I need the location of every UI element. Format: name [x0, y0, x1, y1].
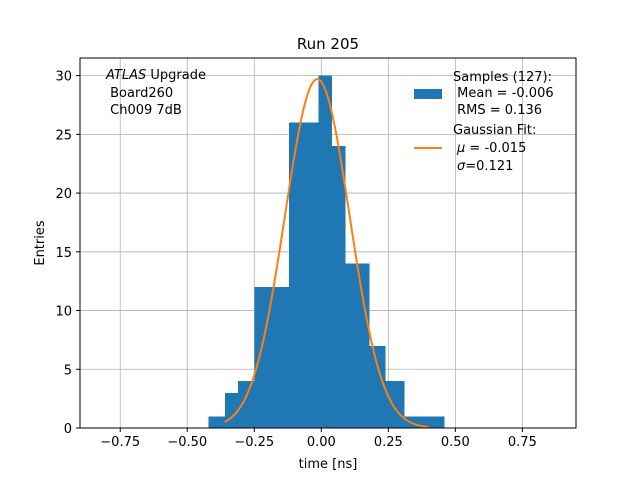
chart-title: Run 205 [297, 35, 359, 53]
x-tick-label: 0.25 [374, 435, 403, 450]
legend-fit-mu-symbol: μ [456, 141, 465, 156]
histogram-bar [238, 381, 255, 428]
x-axis-label: time [ns] [299, 457, 358, 472]
histogram-bar [361, 263, 370, 428]
histogram-bar [332, 146, 346, 428]
x-tick-label: 0.75 [508, 435, 537, 450]
legend-samples-mean: Mean = -0.006 [453, 86, 554, 101]
legend-fit-sigma-symbol: σ [457, 159, 466, 174]
x-tick-label: 0.00 [307, 435, 336, 450]
legend-samples-swatch [414, 89, 442, 99]
gaussian-fit-curve [224, 78, 429, 429]
y-tick-label: 25 [55, 128, 72, 143]
annotation-experiment-suffix: Upgrade [146, 68, 206, 83]
y-tick-label: 15 [55, 246, 72, 261]
legend-fit-sigma: σ=0.121 [457, 159, 513, 174]
histogram-bar [270, 287, 290, 428]
gaussian-fit [224, 78, 429, 429]
legend: Samples (127): Mean = -0.006 RMS = 0.136… [414, 70, 554, 174]
annotation-line2: Board260 [106, 86, 173, 101]
histogram-bars [208, 75, 445, 428]
y-tick-label: 30 [55, 70, 72, 85]
annotation-line1: ATLAS Upgrade [105, 68, 206, 83]
y-tick-label: 5 [64, 363, 72, 378]
y-tick-label: 10 [55, 305, 72, 320]
histogram-bar [385, 381, 405, 428]
histogram-bar [208, 416, 225, 428]
legend-samples-title: Samples (127): [453, 70, 552, 85]
x-tick-label: −0.25 [234, 435, 274, 450]
legend-fit-mu-value: = -0.015 [465, 141, 526, 156]
histogram-bar [369, 345, 386, 428]
x-tick-label: −0.50 [167, 435, 207, 450]
x-tick-label: 0.50 [441, 435, 470, 450]
histogram-bar [318, 75, 333, 428]
y-axis-label: Entries [33, 220, 48, 266]
histogram-bar [345, 263, 362, 428]
plot-frame [79, 57, 577, 429]
annotation-line3: Ch009 7dB [106, 103, 182, 118]
axis-ticks: −0.75 −0.50 −0.25 0.00 0.25 0.50 0.75 0 5 10 15 20 2… [55, 70, 536, 450]
annotation-experiment: ATLAS [105, 68, 146, 83]
histogram-bar [224, 392, 239, 428]
annotation: ATLAS Upgrade Board260 Ch009 7dB [105, 68, 206, 118]
histogram-bar [297, 122, 319, 428]
y-tick-label: 20 [55, 187, 72, 202]
y-tick-label: 0 [64, 422, 72, 437]
histogram-bar [289, 122, 298, 428]
histogram-bar [404, 416, 445, 428]
histogram-bar [254, 287, 271, 428]
legend-fit-sigma-value: =0.121 [465, 159, 513, 174]
legend-fit-mu: μ = -0.015 [456, 141, 526, 156]
x-tick-label: −0.75 [100, 435, 140, 450]
legend-samples-rms: RMS = 0.136 [453, 103, 542, 118]
legend-fit-title: Gaussian Fit: [453, 123, 536, 138]
